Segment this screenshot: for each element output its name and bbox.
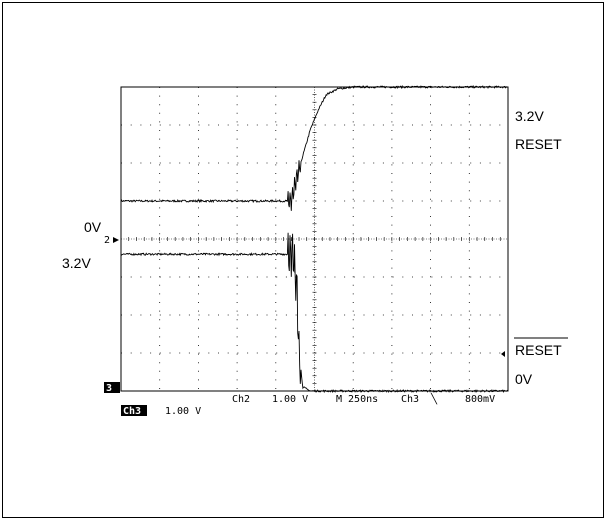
- timebase-readout: M 250ns: [336, 394, 378, 405]
- ch3-readout-box: [121, 405, 147, 416]
- right-label-reset-bar: RESET: [515, 342, 562, 358]
- trigger-edge-icon: ╲: [430, 392, 438, 405]
- ch2-scale: 1.00 V: [272, 394, 308, 405]
- trigger-level-arrow-icon: [501, 351, 505, 357]
- right-label-3v2: 3.2V: [515, 108, 544, 124]
- channel-2-arrow-icon: [113, 237, 119, 243]
- trigger-source: Ch3: [401, 394, 419, 405]
- traces: [120, 84, 509, 394]
- channel-2-marker: 2: [104, 235, 110, 246]
- trigger-level: 800mV: [465, 394, 495, 405]
- right-label-0v: 0V: [515, 371, 533, 387]
- trace-series-2: [120, 232, 509, 394]
- channel-3-marker-box: [104, 382, 120, 393]
- graticule: [120, 86, 509, 392]
- trace-series-1: [120, 84, 509, 211]
- channel-3-marker: 3: [106, 383, 112, 394]
- ch3-scale: 1.00 V: [165, 406, 201, 417]
- figure-frame: [2, 2, 604, 518]
- ch3-readout-label: Ch3: [123, 406, 141, 417]
- ch2-readout-label: Ch2: [232, 394, 250, 405]
- left-label-3v2: 3.2V: [62, 255, 91, 271]
- right-label-reset: RESET: [515, 136, 562, 152]
- left-label-0v: 0V: [84, 219, 102, 235]
